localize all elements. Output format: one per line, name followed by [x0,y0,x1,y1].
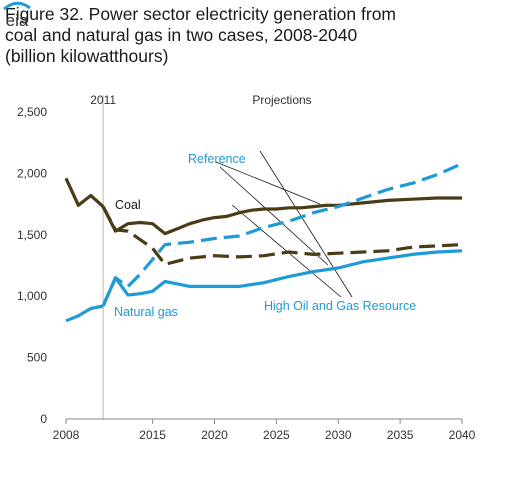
chart-title: Figure 32. Power sector electricity gene… [5,4,515,67]
x-tick-label: 2040 [449,428,476,442]
coal-label: Coal [115,198,141,212]
chart-title-line2: coal and natural gas in two cases, 2008-… [5,25,358,45]
reference-label: Reference [188,152,246,166]
y-tick-label: 500 [27,351,47,365]
high-resource-leader-line [259,150,353,298]
eia-logo: eia [3,1,31,30]
natural-gas-high-oil-and-gas-resource-line [101,162,463,307]
history-marker-label: 2011 [90,93,116,107]
natural-gas-label: Natural gas [114,305,178,319]
x-tick-label: 2020 [201,428,228,442]
coal-high-oil-and-gas-resource-line [101,205,463,266]
high-resource-label: High Oil and Gas Resource [264,299,416,313]
projections-label: Projections [252,93,311,107]
chart-title-line3: (billion kilowatthours) [5,46,169,66]
eia-logo-text: eia [6,11,29,30]
x-tick-label: 2030 [325,428,352,442]
reference-leader-line [215,161,321,205]
coal-history-line [64,177,105,208]
chart-title-line1: Figure 32. Power sector electricity gene… [5,4,396,24]
coal-reference-line [101,196,462,236]
natural-gas-reference-line [101,249,463,307]
natural-gas-history-line [65,304,104,323]
y-tick-label: 1,500 [17,228,47,242]
y-tick-label: 0 [40,412,47,426]
eia-logo-swoosh [3,1,31,11]
x-tick-label: 2015 [139,428,166,442]
x-tick-label: 2035 [387,428,414,442]
x-tick-label: 2008 [53,428,80,442]
y-tick-label: 2,000 [17,166,47,180]
y-tick-label: 2,500 [17,105,47,119]
reference-leader-line [219,166,329,266]
y-tick-label: 1,000 [17,289,47,303]
x-tick-label: 2025 [263,428,290,442]
